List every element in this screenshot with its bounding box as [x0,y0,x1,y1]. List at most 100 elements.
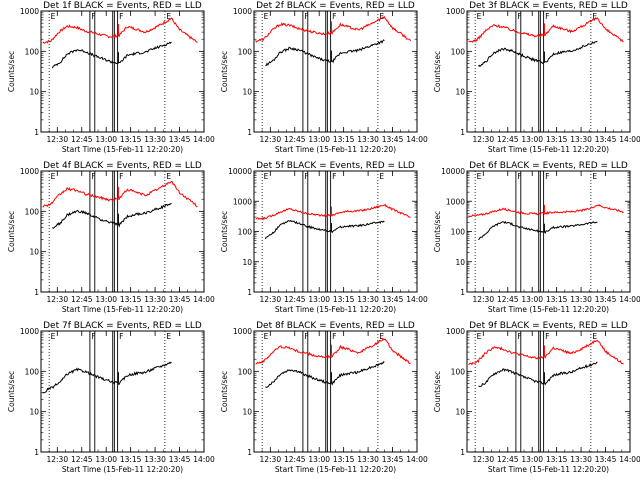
y-tick-label: 1000 [233,327,252,336]
panel-title: Det 6f BLACK = Events, RED = LLD [469,161,628,171]
marker-flag: F [119,332,123,341]
lld-series-line [42,180,198,208]
lld-series-line [468,203,624,218]
x-axis-label: Start Time (15-Feb-11 12:20:20) [62,465,183,474]
x-axis-label: Start Time (15-Feb-11 12:20:20) [488,145,609,154]
marker-flag: E [264,172,269,181]
x-tick-label: 13:00 [95,135,117,144]
x-tick-label: 13:45 [595,135,617,144]
y-tick-label: 1 [460,128,465,137]
marker-flag: E [379,332,384,341]
marker-flag: E [264,12,269,21]
y-tick-label: 1000 [446,197,465,206]
x-tick-label: 12:30 [46,455,68,464]
y-tick-label: 10 [455,408,465,417]
x-tick-label: 12:45 [71,455,93,464]
marker-flag: E [51,332,56,341]
events-series-line [478,40,598,68]
marker-flag: E [166,172,171,181]
events-series-line [478,361,598,388]
y-tick-label: 100 [238,47,253,56]
y-tick-label: 1 [460,448,465,457]
marker-flag: E [477,332,482,341]
x-tick-label: 12:30 [259,455,281,464]
y-tick-label: 100 [25,47,40,56]
x-axis-label: Start Time (15-Feb-11 12:20:20) [275,465,396,474]
marker-flag: E [592,172,597,181]
y-tick-label: 1000 [233,7,252,16]
x-tick-label: 13:45 [169,135,191,144]
panel-title: Det 1f BLACK = Events, RED = LLD [43,1,202,11]
y-tick-label: 1000 [20,7,39,16]
x-tick-label: 13:15 [120,295,142,304]
x-tick-label: 13:45 [382,455,404,464]
marker-flag: E [166,12,171,21]
x-axis-label: Start Time (15-Feb-11 12:20:20) [488,305,609,314]
x-tick-label: 13:45 [169,455,191,464]
x-tick-label: 13:00 [308,135,330,144]
x-tick-label: 13:15 [120,135,142,144]
lld-series-line [255,203,411,221]
x-tick-label: 12:30 [472,455,494,464]
x-tick-label: 12:45 [497,135,519,144]
panel-title: Det 9f BLACK = Events, RED = LLD [469,321,628,331]
lld-series-line [255,337,411,365]
y-tick-label: 10 [29,248,39,257]
x-tick-label: 13:15 [120,455,142,464]
marker-flag: E [477,12,482,21]
marker-flag: F [332,12,336,21]
marker-flag: E [477,172,482,181]
marker-flag: E [51,172,56,181]
x-tick-label: 13:30 [144,135,166,144]
lld-series-line [468,339,624,366]
y-tick-label: 10 [242,88,252,97]
y-tick-label: 10 [29,408,39,417]
y-tick-label: 1 [247,128,252,137]
y-tick-label: 10 [455,88,465,97]
panel-title: Det 2f BLACK = Events, RED = LLD [256,1,415,11]
x-tick-label: 13:00 [521,455,543,464]
y-tick-label: 100 [238,228,253,237]
plot-frame [40,170,205,293]
x-tick-label: 13:45 [382,135,404,144]
x-tick-label: 13:15 [333,455,355,464]
x-tick-label: 13:30 [144,455,166,464]
x-tick-label: 13:15 [546,455,568,464]
x-tick-label: 13:30 [570,295,592,304]
x-tick-label: 12:45 [71,295,93,304]
y-tick-label: 1 [460,288,465,297]
y-axis-label: Counts/sec [7,371,16,412]
marker-flag: E [166,332,171,341]
panel-title: Det 3f BLACK = Events, RED = LLD [469,1,628,11]
lld-series-line [468,16,624,43]
marker-flag: F [332,332,336,341]
x-tick-label: 13:45 [595,455,617,464]
y-axis-label: Counts/sec [7,211,16,252]
x-tick-label: 13:45 [595,295,617,304]
panel-title: Det 8f BLACK = Events, RED = LLD [256,321,415,331]
y-tick-label: 1 [34,128,39,137]
panel-title: Det 5f BLACK = Events, RED = LLD [256,161,415,171]
y-tick-label: 10 [29,88,39,97]
lld-series-line [255,15,411,43]
y-tick-label: 1000 [20,327,39,336]
marker-flag: F [545,332,549,341]
y-tick-label: 1 [34,448,39,457]
x-tick-label: 13:00 [308,455,330,464]
marker-flag: E [592,332,597,341]
x-tick-label: 13:15 [333,295,355,304]
y-tick-label: 100 [25,207,40,216]
marker-flag: F [304,332,308,341]
x-tick-label: 13:30 [144,295,166,304]
x-tick-label: 13:15 [333,135,355,144]
marker-flag: E [264,332,269,341]
y-axis-label: Counts/sec [220,51,229,92]
x-tick-label: 12:45 [284,135,306,144]
y-tick-label: 100 [238,367,253,376]
x-axis-label: Start Time (15-Feb-11 12:20:20) [62,305,183,314]
events-series-line [265,361,385,388]
